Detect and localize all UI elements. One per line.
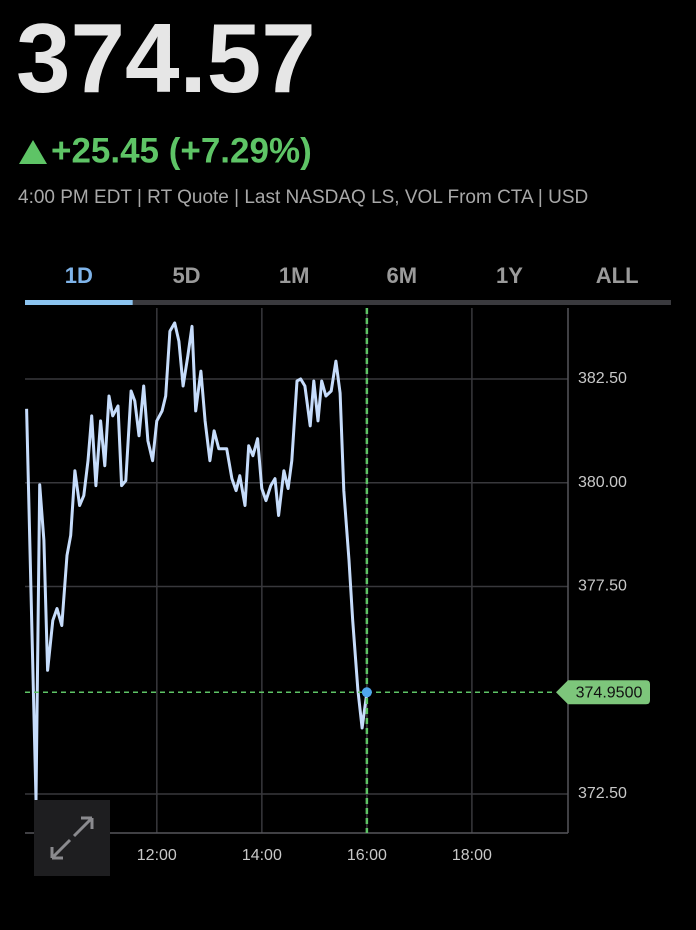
tab-underline — [25, 300, 133, 305]
change: +25.45 (+7.29%) — [51, 131, 312, 170]
price: 374.57 — [16, 3, 316, 113]
quote-info: 4:00 PM EDT | RT Quote | Last NASDAQ LS,… — [18, 187, 588, 208]
tab[interactable]: 1Y — [496, 263, 523, 288]
tab[interactable]: 1D — [65, 263, 93, 288]
tab[interactable]: 1M — [279, 263, 310, 288]
up-arrow — [19, 140, 47, 164]
tab-track — [25, 300, 671, 305]
y-tick-label: 377.50 — [578, 578, 627, 595]
x-tick-label: 14:00 — [242, 847, 282, 864]
price-badge-label: 374.9500 — [576, 685, 643, 702]
x-tick-label: 18:00 — [452, 847, 492, 864]
expand-icon — [50, 816, 94, 860]
price-line — [25, 321, 369, 802]
tab[interactable]: 6M — [387, 263, 418, 288]
tab[interactable]: ALL — [596, 263, 639, 288]
y-tick-label: 372.50 — [578, 785, 627, 802]
y-tick-label: 380.00 — [578, 474, 627, 491]
y-tick-label: 382.50 — [578, 370, 627, 387]
last-point — [361, 687, 372, 698]
expand-button[interactable] — [34, 800, 110, 876]
x-tick-label: 12:00 — [137, 847, 177, 864]
x-tick-label: 16:00 — [347, 847, 387, 864]
price-badge — [556, 680, 650, 705]
tab[interactable]: 5D — [172, 263, 200, 288]
